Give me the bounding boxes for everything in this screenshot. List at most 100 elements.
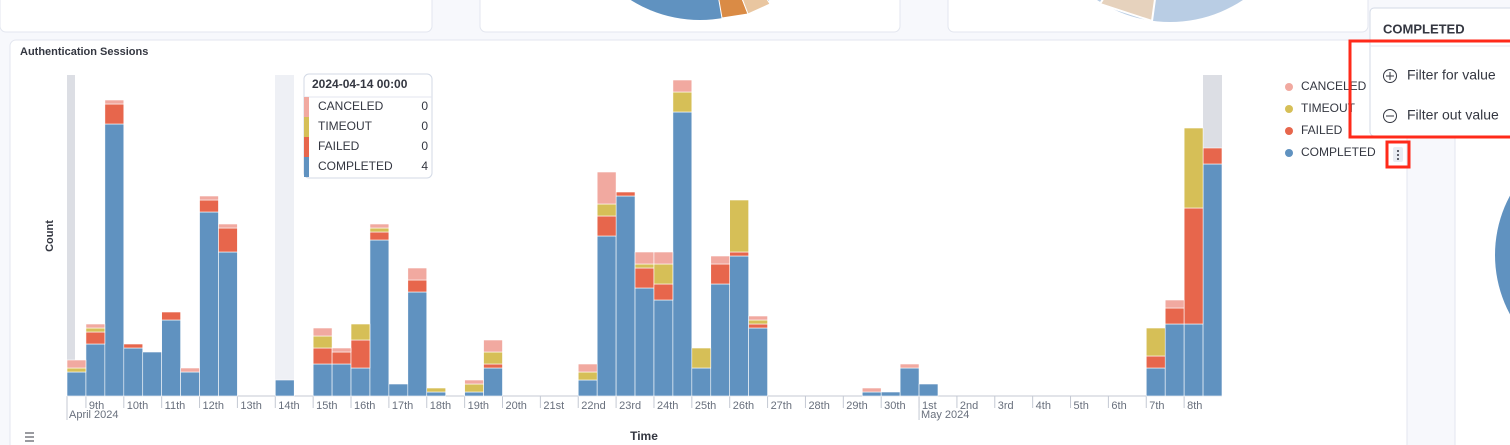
filter-for-button[interactable]: Filter for value [1383, 67, 1496, 83]
bar-segment [85, 323, 106, 329]
bar-segment [653, 283, 674, 301]
bar-segment [483, 363, 503, 369]
highlight-box [1348, 39, 1510, 139]
bar-segment [218, 223, 238, 229]
bar-segment [85, 343, 106, 397]
bar-segment [464, 379, 484, 385]
tooltip-value: 0 [421, 139, 428, 153]
bar-segment [312, 335, 333, 349]
x-tick-label: 20th [505, 400, 526, 412]
bar-segment [653, 251, 674, 265]
x-tick-label: 7th [1149, 400, 1164, 412]
bar-segment [596, 235, 617, 397]
bar-segment [312, 347, 333, 365]
x-tick-label: 13th [240, 400, 261, 412]
bar-segment [350, 323, 371, 341]
legend-action-button[interactable] [1385, 140, 1411, 169]
bar-segment [218, 227, 238, 253]
bar-segment [388, 383, 409, 397]
bar-segment [1202, 163, 1223, 397]
x-tick-label: 4th [1036, 400, 1051, 412]
legend-label: COMPLETED [1301, 145, 1376, 159]
bar-segment [104, 103, 125, 125]
popover-title: COMPLETED [1383, 21, 1465, 36]
bar-segment [634, 267, 655, 289]
list-icon[interactable] [25, 432, 34, 442]
panel [0, 0, 433, 33]
tooltip-value: 4 [421, 159, 428, 173]
bar-segment [407, 267, 428, 281]
bar-segment [464, 391, 484, 397]
bar-segment [407, 279, 428, 293]
x-tick-label: 6th [1111, 400, 1126, 412]
bar-segment [180, 367, 200, 373]
bar-segment [899, 363, 920, 369]
x-tick-label: 19th [468, 400, 489, 412]
filter-out-button[interactable]: Filter out value [1383, 107, 1500, 123]
x-group-label: May 2024 [921, 409, 969, 421]
bar-segment [483, 367, 503, 397]
bar-segment [748, 319, 768, 325]
bar-segment [672, 79, 693, 93]
action-label[interactable]: Filter for value [1407, 67, 1496, 83]
bar-segment [861, 387, 882, 393]
bar-segment [199, 195, 219, 201]
bar-segment [710, 263, 731, 285]
bar-segment [691, 367, 712, 397]
x-tick-label: 29th [846, 400, 867, 412]
bar-segment [369, 223, 390, 229]
bar-segment [199, 211, 219, 397]
bar-segment [483, 339, 503, 353]
bar-segment [748, 315, 768, 321]
filter-popover: COMPLETED Filter for value Filter out va… [1348, 7, 1510, 139]
bar-segment [710, 283, 731, 397]
bar-segment [672, 91, 693, 113]
x-tick-label: 14th [278, 400, 299, 412]
bar-segment [577, 379, 598, 397]
bar-segment [596, 203, 617, 217]
bar-segment [577, 371, 598, 381]
tooltip-name: FAILED [318, 139, 360, 153]
bar-segment [331, 347, 352, 353]
pie-fragment [570, 0, 830, 20]
x-tick-label: 18th [430, 400, 451, 412]
x-tick-label: 2nd [960, 400, 978, 412]
legend-label: FAILED [1301, 123, 1343, 137]
legend-swatch [1285, 149, 1293, 157]
pie-fragment [1495, 195, 1510, 315]
bar-segment [653, 299, 674, 397]
bar-segment [123, 347, 144, 397]
bar-segment [464, 383, 484, 393]
bar-segment [861, 391, 882, 397]
hover-highlight [275, 75, 294, 396]
tooltip-name: COMPLETED [318, 159, 393, 173]
bar-segment [748, 327, 768, 397]
bar-segment [577, 363, 598, 373]
bar-segment [104, 99, 125, 105]
x-tick-label: 9th [89, 400, 104, 412]
bar-segment [615, 195, 636, 397]
bar-segment [634, 263, 655, 269]
bar-segment [66, 367, 87, 373]
bar-segment [1202, 147, 1223, 165]
bar-segment [1183, 127, 1204, 209]
x-tick-label: 1st [922, 400, 937, 412]
bar-segment [180, 371, 200, 397]
tooltip-name: CANCELED [318, 99, 384, 113]
chart-title: Authentication Sessions [20, 46, 148, 58]
tooltip: 2024-04-14 00:00 CANCELED 0 TIMEOUT 0 FA… [303, 73, 433, 179]
x-tick-label: 12th [203, 400, 224, 412]
x-tick-label: 8th [1187, 400, 1202, 412]
tooltip-value: 0 [421, 99, 428, 113]
bar-segment [66, 371, 87, 397]
bar-segment [104, 123, 125, 397]
action-label[interactable]: Filter out value [1407, 107, 1499, 123]
x-tick-label: 10th [127, 400, 148, 412]
tooltip-title: 2024-04-14 00:00 [312, 77, 408, 91]
tooltip-name: TIMEOUT [318, 119, 373, 133]
bar-segment [880, 391, 901, 397]
pie-fragment [1038, 0, 1302, 23]
x-tick-label: 5th [1074, 400, 1089, 412]
bar-segment [748, 323, 768, 329]
highlight [67, 75, 75, 396]
